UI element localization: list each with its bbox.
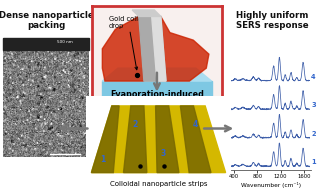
Polygon shape — [161, 16, 209, 81]
Text: 2: 2 — [311, 131, 316, 137]
Text: Dense nanoparticle
packing: Dense nanoparticle packing — [0, 11, 93, 30]
Text: Gold colloid
drop: Gold colloid drop — [109, 16, 148, 70]
Text: Highly uniform
SERS response: Highly uniform SERS response — [236, 11, 309, 30]
Polygon shape — [180, 106, 211, 173]
Polygon shape — [124, 106, 147, 173]
Text: 1: 1 — [311, 159, 316, 165]
X-axis label: Wavenumber (cm⁻¹): Wavenumber (cm⁻¹) — [241, 182, 301, 188]
Text: 4: 4 — [192, 120, 197, 129]
Polygon shape — [102, 81, 211, 101]
Text: Colloidal nanoparticle strips: Colloidal nanoparticle strips — [110, 181, 207, 187]
Polygon shape — [156, 106, 179, 173]
Polygon shape — [139, 16, 166, 81]
Polygon shape — [102, 68, 211, 81]
Text: 3: 3 — [311, 102, 316, 108]
Text: 2: 2 — [133, 120, 138, 129]
Text: Evaporation-induced
self-assembly: Evaporation-induced self-assembly — [110, 90, 204, 109]
Polygon shape — [152, 16, 166, 81]
Bar — [3, 38, 89, 50]
Text: 500 nm: 500 nm — [57, 40, 73, 44]
Polygon shape — [132, 10, 161, 16]
Polygon shape — [91, 106, 119, 173]
Text: 3: 3 — [160, 149, 165, 158]
Text: 4: 4 — [311, 74, 316, 80]
Polygon shape — [102, 16, 144, 81]
Polygon shape — [91, 106, 226, 173]
Text: 1: 1 — [100, 155, 106, 164]
